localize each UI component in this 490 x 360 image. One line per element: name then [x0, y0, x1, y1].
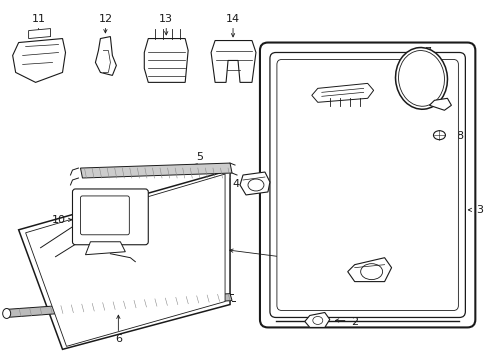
- Polygon shape: [305, 312, 330, 328]
- Text: 13: 13: [159, 14, 173, 24]
- Ellipse shape: [395, 48, 447, 109]
- FancyBboxPatch shape: [277, 59, 458, 310]
- Polygon shape: [5, 293, 232, 318]
- Polygon shape: [211, 41, 256, 82]
- Text: 1: 1: [292, 253, 298, 263]
- Text: 9: 9: [294, 89, 301, 99]
- Text: 10: 10: [51, 215, 66, 225]
- Polygon shape: [429, 98, 451, 110]
- Polygon shape: [80, 163, 232, 178]
- Text: 4: 4: [396, 269, 403, 279]
- Text: 4: 4: [232, 179, 240, 189]
- Text: 6: 6: [115, 334, 122, 345]
- Polygon shape: [25, 174, 225, 346]
- Polygon shape: [348, 258, 392, 282]
- Ellipse shape: [434, 131, 445, 140]
- FancyBboxPatch shape: [73, 189, 148, 245]
- Polygon shape: [240, 172, 270, 195]
- Polygon shape: [144, 39, 188, 82]
- Ellipse shape: [398, 50, 444, 106]
- Text: 14: 14: [226, 14, 240, 24]
- Text: 11: 11: [31, 14, 46, 24]
- Ellipse shape: [2, 309, 11, 319]
- Text: 3: 3: [476, 205, 483, 215]
- Polygon shape: [85, 242, 125, 255]
- Text: 2: 2: [351, 318, 358, 328]
- Text: 7: 7: [424, 48, 431, 58]
- Polygon shape: [19, 170, 230, 349]
- Polygon shape: [28, 28, 50, 39]
- FancyBboxPatch shape: [260, 42, 475, 328]
- Ellipse shape: [313, 316, 323, 324]
- Text: 5: 5: [196, 152, 204, 162]
- FancyBboxPatch shape: [270, 53, 466, 318]
- Text: 8: 8: [456, 131, 463, 141]
- Polygon shape: [96, 37, 116, 75]
- Ellipse shape: [248, 179, 264, 191]
- Text: 12: 12: [98, 14, 113, 24]
- Polygon shape: [312, 84, 374, 102]
- FancyBboxPatch shape: [80, 196, 129, 235]
- Ellipse shape: [361, 264, 383, 280]
- Polygon shape: [13, 39, 66, 82]
